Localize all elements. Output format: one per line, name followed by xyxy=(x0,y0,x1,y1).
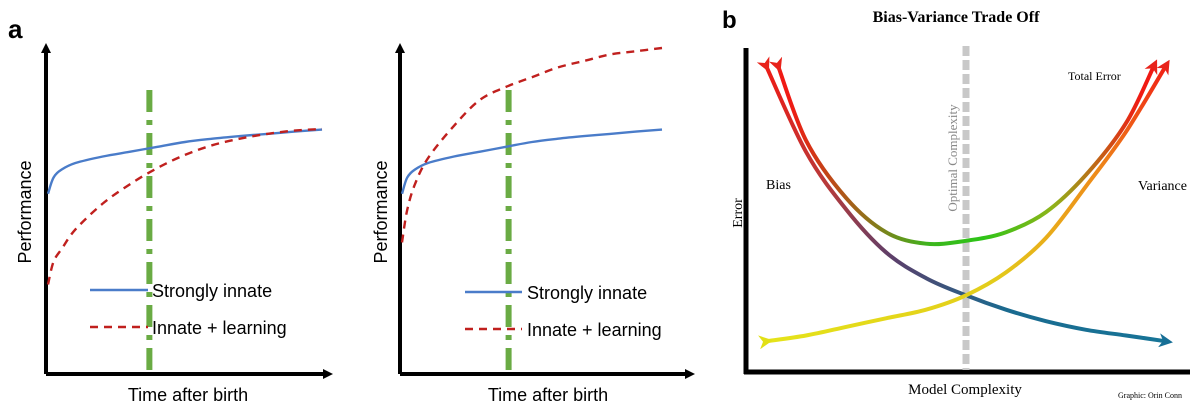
panel-a-label: a xyxy=(8,14,23,44)
series-line-innate-learning xyxy=(46,127,323,285)
optimal-complexity-label: Optimal Complexity xyxy=(945,104,960,212)
y-axis-label: Performance xyxy=(15,160,35,263)
legend-label-innate-learning: Innate + learning xyxy=(152,318,287,338)
series-line-variance xyxy=(758,59,1170,350)
legend-label-strongly-innate: Strongly innate xyxy=(527,283,647,303)
series-label-variance: Variance xyxy=(1138,179,1187,194)
panel-a-left-chart: Performance Time after birth Strongly in… xyxy=(15,43,333,405)
panel-a-right-chart: Performance Time after birth Strongly in… xyxy=(371,43,695,405)
y-axis-label: Error xyxy=(731,198,746,228)
series-line-innate-learning xyxy=(400,46,663,243)
y-axis-label: Performance xyxy=(371,160,391,263)
panel-b-label: b xyxy=(722,7,737,34)
legend-label-innate-learning: Innate + learning xyxy=(527,320,662,340)
x-axis-label: Time after birth xyxy=(128,385,248,405)
series-label-bias: Bias xyxy=(766,178,791,193)
series-line-strongly-innate xyxy=(46,128,323,195)
series-label-total-error: Total Error xyxy=(1068,69,1121,83)
chart-title: Bias-Variance Trade Off xyxy=(873,9,1040,26)
panel-b-chart: Bias-Variance Trade Off Optimal Complexi… xyxy=(731,9,1190,400)
legend: Strongly innate Innate + learning xyxy=(90,281,287,338)
x-axis-label: Model Complexity xyxy=(908,382,1022,398)
credit-label: Graphic: Orin Conn xyxy=(1118,391,1182,400)
x-axis-label: Time after birth xyxy=(488,385,608,405)
series-line-strongly-innate xyxy=(400,128,663,195)
legend: Strongly innate Innate + learning xyxy=(465,283,662,340)
legend-label-strongly-innate: Strongly innate xyxy=(152,281,272,301)
